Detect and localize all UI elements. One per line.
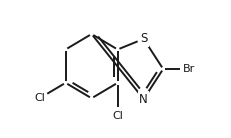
Text: N: N [139,93,147,106]
Text: Br: Br [182,64,195,74]
Text: S: S [139,32,147,45]
Text: Cl: Cl [34,93,45,103]
Text: Cl: Cl [112,111,122,121]
